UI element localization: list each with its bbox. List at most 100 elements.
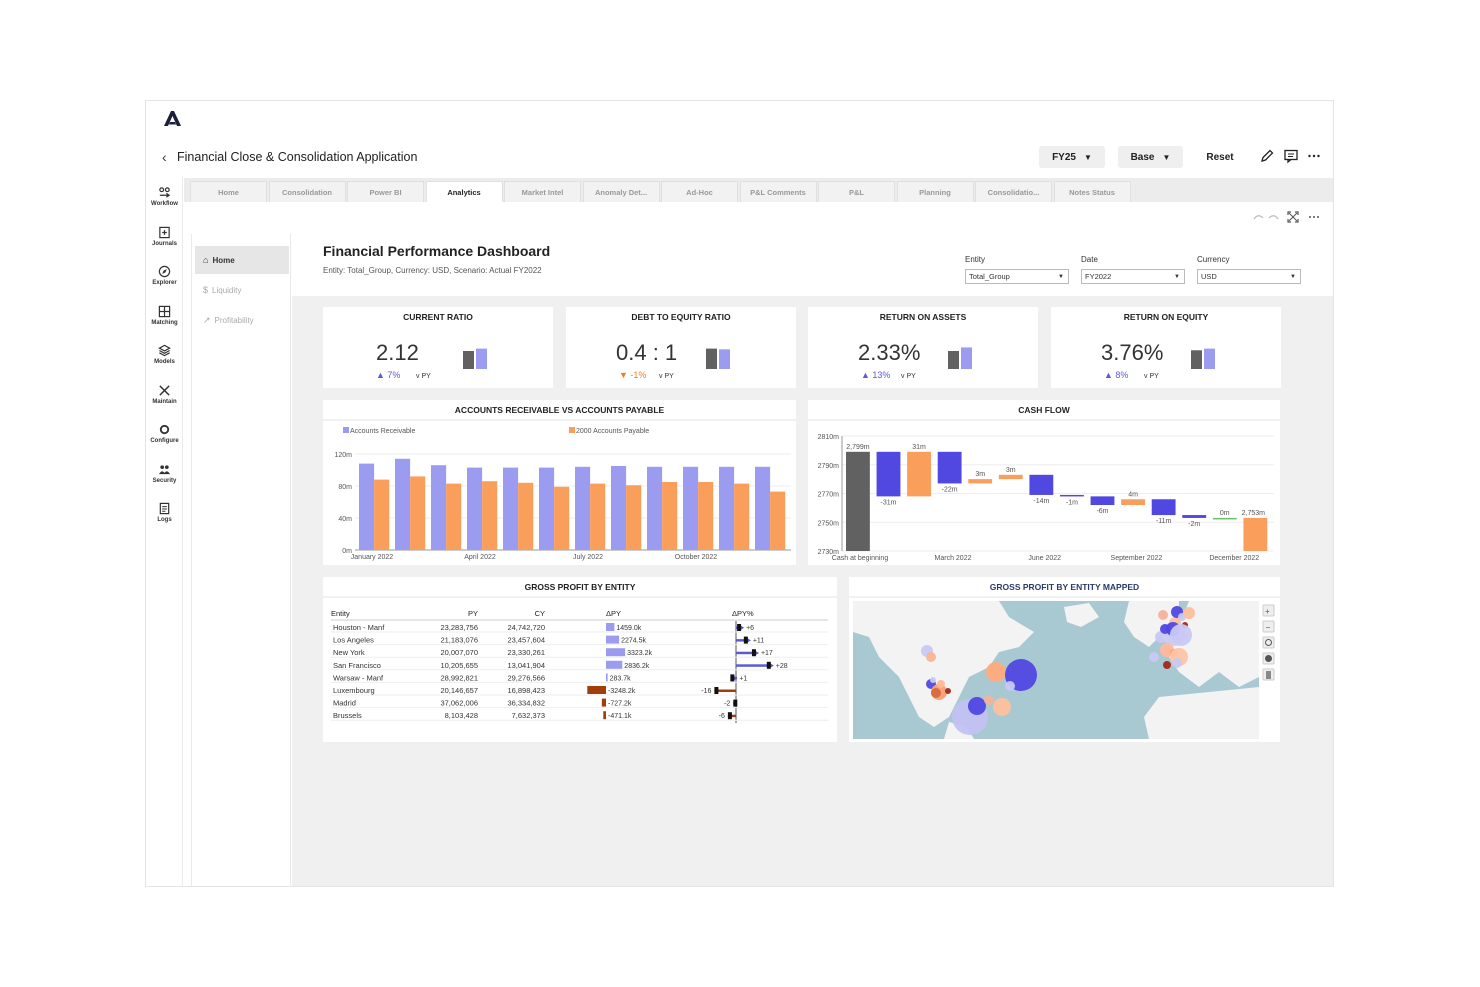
kpi-delta: ▲ 13%: [861, 370, 890, 380]
scenario-dropdown-label: Base: [1130, 151, 1155, 163]
map-bubble: [986, 662, 1006, 682]
arrow-down-icon: ▼: [619, 370, 631, 380]
data-label: 2,799m: [846, 444, 870, 451]
map-bubble: [931, 688, 941, 698]
delta-bar: [606, 660, 623, 669]
nav-item-maintain[interactable]: Maintain: [146, 384, 183, 405]
side-item-home[interactable]: ⌂ Home: [195, 246, 289, 274]
map-bubble: [1172, 658, 1182, 668]
tab-home[interactable]: Home: [190, 181, 267, 202]
kpi-mini-chart: [463, 348, 487, 369]
side-item-profitability[interactable]: ↗ Profitability: [195, 306, 289, 334]
tab-planning[interactable]: Planning: [896, 181, 974, 202]
undo-redo-icon[interactable]: [1251, 211, 1281, 223]
more-options-icon[interactable]: [1306, 148, 1322, 164]
tab-notes-status[interactable]: Notes Status: [1053, 181, 1131, 202]
nav-item-label: Explorer: [152, 280, 177, 286]
delta-bar: [606, 623, 615, 631]
cy-value: 16,898,423: [507, 686, 545, 695]
x-tick-label: September 2022: [1111, 555, 1163, 562]
currency-select[interactable]: USD ▼: [1197, 269, 1301, 284]
more-options-icon[interactable]: [1308, 211, 1320, 223]
tab-ad-hoc[interactable]: Ad-Hoc: [661, 181, 738, 202]
nav-item-workflow[interactable]: Workflow: [146, 186, 183, 207]
nav-item-label: Workflow: [151, 201, 178, 207]
tab-analytics[interactable]: Analytics: [425, 181, 503, 202]
back-chevron-icon[interactable]: ‹: [162, 149, 167, 165]
entity-select[interactable]: Total_Group ▼: [965, 269, 1069, 284]
ar-ap-chart: Accounts Receivable 2000 Accounts Payable…: [323, 419, 796, 561]
chart-title: CASH FLOW: [1018, 405, 1070, 415]
data-label: -31m: [881, 499, 897, 506]
left-nav: Workflow Journals Explorer Matching Models Ma…: [146, 177, 183, 886]
pct-marker: [727, 712, 732, 720]
kpi-card-return-on-equity: RETURN ON EQUITY 3.76% ▲ 8% v PY: [1051, 307, 1281, 388]
tab-market-intel[interactable]: Market Intel: [504, 181, 581, 202]
scenario-dropdown[interactable]: Base ▼: [1118, 146, 1183, 168]
column-header: ΔPY: [606, 609, 621, 618]
pct-label: +6: [746, 625, 754, 632]
side-item-liquidity[interactable]: $ Liquidity: [195, 276, 289, 304]
bar-payable: [770, 491, 786, 550]
date-select[interactable]: FY2022 ▼: [1081, 269, 1185, 284]
bar-receivable: [683, 466, 699, 550]
search-icon[interactable]: [1262, 636, 1275, 649]
waterfall-bar: [1121, 499, 1145, 505]
nav-item-logs[interactable]: Logs: [146, 502, 183, 523]
x-tick-label: Cash at beginning: [832, 555, 889, 562]
gross-profit-map[interactable]: +−: [849, 577, 1280, 742]
document-icon: [159, 502, 170, 515]
tab-consolidatio[interactable]: Consolidatio...: [975, 181, 1052, 202]
x-tick-label: January 2022: [351, 554, 394, 561]
nav-item-matching[interactable]: Matching: [146, 305, 183, 326]
waterfall-bar: [876, 451, 901, 497]
fy-dropdown[interactable]: FY25 ▼: [1039, 146, 1105, 168]
waterfall-bar: [968, 479, 993, 484]
nav-item-explorer[interactable]: Explorer: [146, 265, 183, 286]
bar-receivable: [755, 466, 771, 550]
tab-anomaly-det[interactable]: Anomaly Det...: [582, 181, 660, 202]
nav-item-models[interactable]: Models: [146, 344, 183, 365]
bar-payable: [518, 482, 534, 550]
data-label: -14m: [1033, 498, 1049, 505]
tab-power-bi[interactable]: Power BI: [347, 181, 424, 202]
map-bubble: [1170, 624, 1192, 646]
y-tick-label: 2730m: [818, 549, 840, 556]
select-value: USD: [1201, 272, 1217, 281]
map-bubble: [1163, 661, 1171, 669]
title-bar: ‹ Financial Close & Consolidation Applic…: [146, 141, 1333, 177]
app-title: Financial Close & Consolidation Applicat…: [177, 150, 418, 164]
py-value: 23,283,756: [440, 623, 478, 632]
expand-icon[interactable]: [1287, 211, 1299, 223]
kpi-card-debt-to-equity-ratio: DEBT TO EQUITY RATIO 0.4 : 1 ▼ -1% v PY: [566, 307, 796, 388]
delta-bar: [603, 711, 606, 720]
kpi-py-bar: [948, 351, 959, 369]
filter-label-currency: Currency: [1197, 255, 1230, 264]
column-header: Entity: [331, 609, 350, 618]
kpi-cy-bar: [719, 349, 730, 369]
map-bubble: [1005, 681, 1015, 691]
column-header: CY: [535, 609, 545, 618]
select-value: Total_Group: [969, 272, 1010, 281]
pct-marker: [743, 636, 748, 644]
nav-item-security[interactable]: Security: [146, 463, 183, 484]
tab-p-l-comments[interactable]: P&L Comments: [739, 181, 817, 202]
zoom-out-icon[interactable]: [1262, 620, 1275, 633]
waterfall-bar: [998, 474, 1023, 480]
waterfall-bar: [907, 451, 931, 497]
dashboard-area: Financial Performance Dashboard Entity: …: [292, 234, 1333, 886]
delta-label: -471.1k: [608, 713, 632, 720]
kpi-value: 2.12: [376, 340, 419, 365]
waterfall-bar: [1212, 517, 1237, 520]
zoom-in-icon[interactable]: [1262, 604, 1275, 617]
tab-consolidation[interactable]: Consolidation: [268, 181, 346, 202]
tab-p-l[interactable]: P&L: [818, 181, 895, 202]
pencil-icon[interactable]: [1259, 148, 1275, 164]
search-glyph: [1265, 639, 1272, 646]
reset-button[interactable]: Reset: [1206, 151, 1234, 163]
kpi-mini-chart: [948, 347, 972, 369]
comment-icon[interactable]: [1283, 148, 1299, 164]
nav-item-journals[interactable]: Journals: [146, 226, 183, 247]
kpi-vs-label: v PY: [416, 373, 431, 380]
nav-item-configure[interactable]: Configure: [146, 423, 183, 444]
